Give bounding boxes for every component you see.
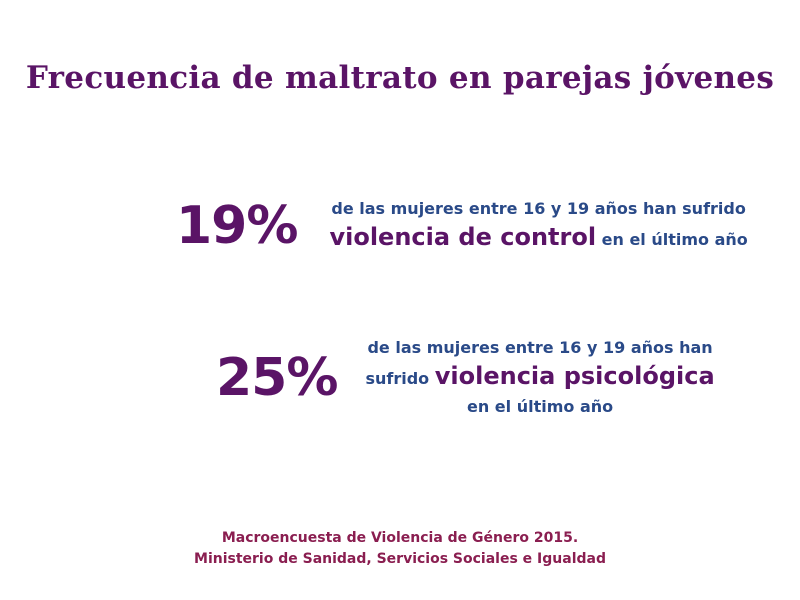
source-citation: Macroencuesta de Violencia de Género 201… bbox=[0, 528, 800, 570]
stat-line-suffix: en el último año bbox=[601, 229, 748, 249]
stat-block-psychological: 25% de las mujeres entre 16 y 19 años ha… bbox=[216, 336, 715, 419]
stat-line-prefix: sufrido bbox=[365, 369, 430, 388]
stat-line: violencia de control en el último año bbox=[329, 221, 747, 256]
stat-percent: 25% bbox=[216, 347, 338, 408]
stat-description: de las mujeres entre 16 y 19 años han su… bbox=[365, 336, 714, 419]
source-line: Macroencuesta de Violencia de Género 201… bbox=[221, 530, 579, 546]
stat-emphasis: violencia de control bbox=[329, 222, 597, 251]
source-line: Ministerio de Sanidad, Servicios Sociale… bbox=[194, 551, 606, 567]
stat-block-control: 19% de las mujeres entre 16 y 19 años ha… bbox=[176, 196, 748, 256]
stat-line: de las mujeres entre 16 y 19 años han bbox=[367, 338, 713, 357]
stat-emphasis: violencia psicológica bbox=[434, 362, 715, 390]
stat-line: sufrido violencia psicológica bbox=[365, 360, 714, 395]
stat-line: de las mujeres entre 16 y 19 años han su… bbox=[331, 198, 746, 218]
stat-percent: 19% bbox=[176, 196, 298, 256]
stat-line: en el último año bbox=[466, 397, 614, 416]
stat-description: de las mujeres entre 16 y 19 años han su… bbox=[329, 197, 747, 256]
page-title: Frecuencia de maltrato en parejas jóvene… bbox=[25, 60, 775, 96]
